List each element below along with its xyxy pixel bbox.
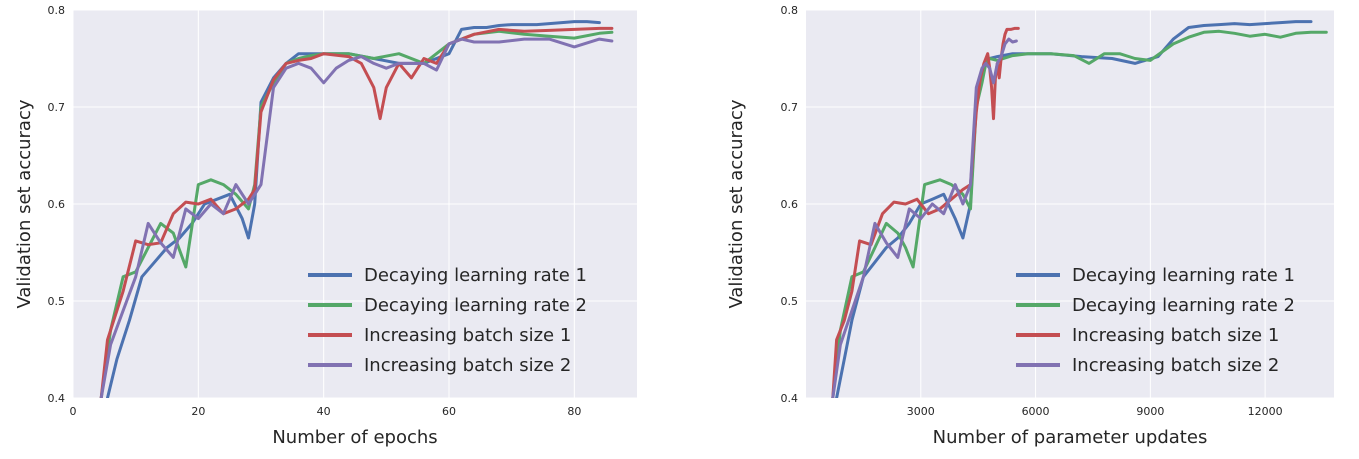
chart2-x-tick-label: 6000: [1022, 405, 1050, 418]
chart1-y-tick-label: 0.6: [48, 198, 66, 211]
chart2-y-axis-label: Validation set accuracy: [726, 99, 747, 308]
chart1-y-tick-label: 0.7: [48, 101, 66, 114]
chart2-x-tick-label: 12000: [1248, 405, 1283, 418]
chart2-y-tick-label: 0.8: [781, 4, 799, 17]
chart-updates: 3000 6000 9000 12000 0.4 0.5 0.6 0.7 0.8 Number o…: [679, 0, 1359, 459]
chart2-x-axis-label: Number of parameter updates: [933, 427, 1208, 448]
chart2-x-tick-label: 9000: [1136, 405, 1164, 418]
chart1-x-tick-label: 40: [317, 405, 331, 418]
chart1-x-tick-label: 20: [191, 405, 205, 418]
chart2-legend: Decaying learning rate 1 Decaying learnin…: [1016, 265, 1295, 376]
chart2-y-tick-label: 0.6: [781, 198, 799, 211]
chart2-legend-label-1: Decaying learning rate 1: [1072, 265, 1295, 286]
chart-updates-svg: 3000 6000 9000 12000 0.4 0.5 0.6 0.7 0.8 Number o…: [726, 4, 1334, 448]
chart1-y-axis-label: Validation set accuracy: [14, 99, 35, 308]
chart1-legend-label-1: Decaying learning rate 1: [364, 265, 587, 286]
chart2-y-tick-label: 0.5: [781, 295, 799, 308]
chart1-x-tick-label: 0: [70, 405, 77, 418]
chart-epochs-svg: 0 20 40 60 80 0.4 0.5 0.6 0.7 0.8 Number of epochs…: [14, 4, 637, 448]
chart1-x-axis-label: Number of epochs: [272, 427, 437, 448]
chart1-y-tick-label: 0.4: [48, 392, 66, 405]
chart1-series-line-4: [99, 37, 614, 398]
chart1-x-tick-label: 80: [567, 405, 581, 418]
chart-epochs: 0 20 40 60 80 0.4 0.5 0.6 0.7 0.8 Number of epochs…: [14, 4, 637, 448]
chart2-series-line-2: [831, 29, 1328, 398]
chart1-legend-label-3: Increasing batch size 1: [364, 325, 571, 346]
chart1-legend: Decaying learning rate 1 Decaying learnin…: [308, 265, 587, 376]
chart2-legend-label-3: Increasing batch size 1: [1072, 325, 1279, 346]
chart2-legend-label-4: Increasing batch size 2: [1072, 355, 1279, 376]
chart2-y-tick-label: 0.4: [781, 392, 799, 405]
chart2-legend-label-2: Decaying learning rate 2: [1072, 295, 1295, 316]
chart1-legend-label-4: Increasing batch size 2: [364, 355, 571, 376]
chart2-series-line-1: [835, 20, 1313, 398]
chart2-y-tick-label: 0.7: [781, 101, 799, 114]
chart1-x-tick-label: 60: [442, 405, 456, 418]
chart1-legend-label-2: Decaying learning rate 2: [364, 295, 587, 316]
chart1-series-line-3: [99, 26, 614, 398]
chart1-y-tick-label: 0.5: [48, 295, 66, 308]
chart2-series-line-4: [831, 37, 1018, 398]
chart2-x-tick-label: 3000: [907, 405, 935, 418]
chart1-y-tick-label: 0.8: [48, 4, 66, 17]
